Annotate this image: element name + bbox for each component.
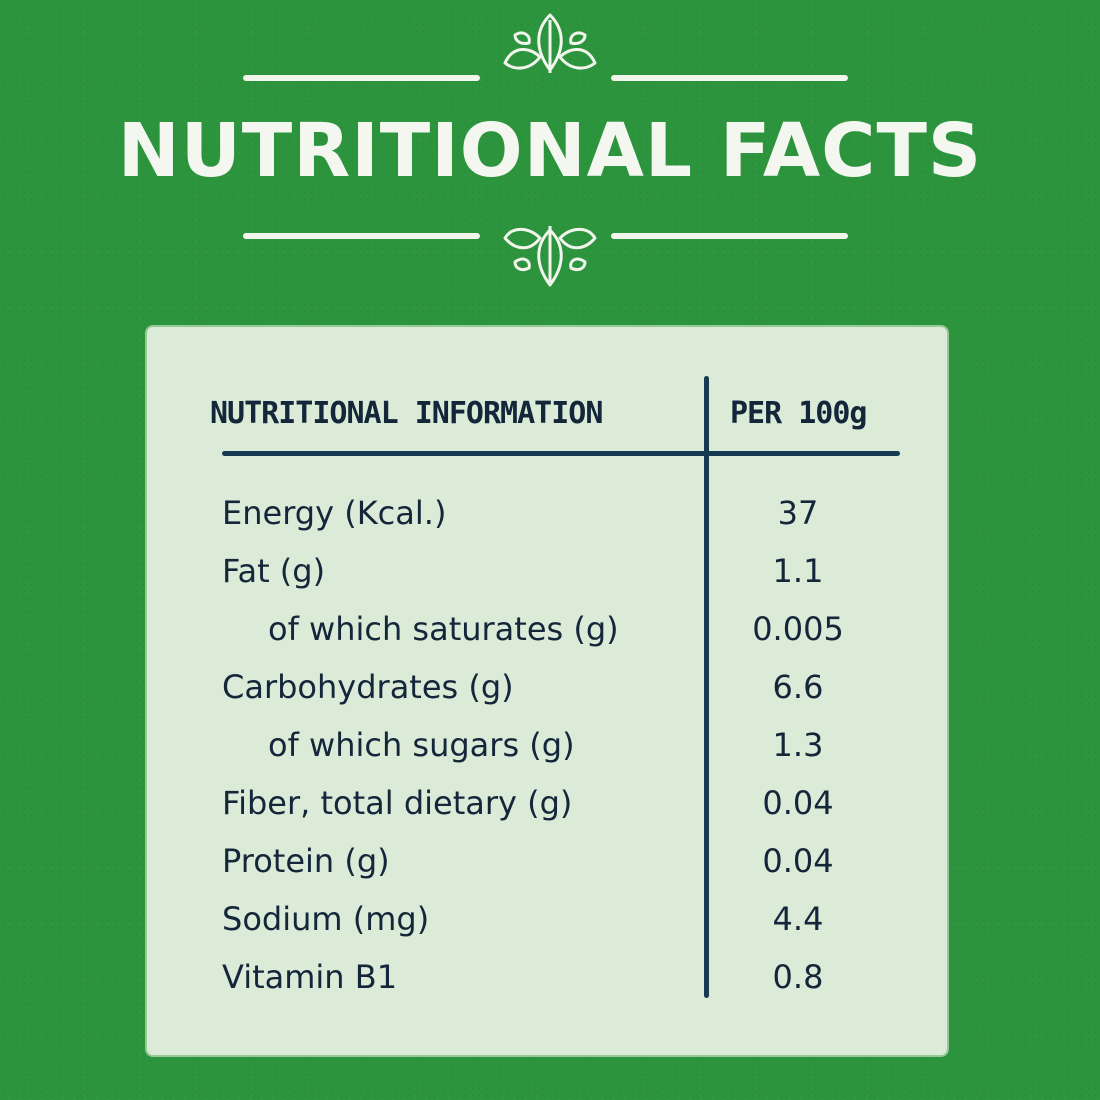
row-label: Vitamin B1 <box>222 958 398 996</box>
leaf-sprig-icon <box>503 13 597 73</box>
header-nutritional-information: NUTRITIONAL INFORMATION <box>210 396 603 431</box>
table-row: Energy (Kcal.) 37 <box>0 494 1100 552</box>
table-row: Protein (g) 0.04 <box>0 842 1100 900</box>
top-rule-right <box>611 75 848 81</box>
row-value: 37 <box>777 494 819 532</box>
bottom-rule-right <box>611 233 848 239</box>
row-value: 1.1 <box>772 552 824 590</box>
row-value: 1.3 <box>772 726 824 764</box>
page-title: NUTRITIONAL FACTS <box>117 108 983 194</box>
leaf-sprig-icon <box>503 226 597 287</box>
table-row: Fiber, total dietary (g) 0.04 <box>0 784 1100 842</box>
row-label: Protein (g) <box>222 842 390 880</box>
row-value: 0.04 <box>762 784 834 822</box>
header-divider <box>222 451 900 456</box>
row-label: Carbohydrates (g) <box>222 668 514 706</box>
bottom-rule-left <box>243 233 480 239</box>
row-value: 6.6 <box>772 668 824 706</box>
header-per-100g: PER 100g <box>730 396 867 431</box>
row-value: 4.4 <box>772 900 824 938</box>
table-row: Vitamin B1 0.8 <box>0 958 1100 1016</box>
column-divider <box>704 376 709 998</box>
table-row: of which saturates (g) 0.005 <box>0 610 1100 668</box>
row-label: of which saturates (g) <box>268 610 619 648</box>
nutrition-card <box>147 327 947 1055</box>
row-label: Fat (g) <box>222 552 326 590</box>
table-row: Sodium (mg) 4.4 <box>0 900 1100 958</box>
row-label: Sodium (mg) <box>222 900 430 938</box>
row-label: Fiber, total dietary (g) <box>222 784 573 822</box>
table-row: Carbohydrates (g) 6.6 <box>0 668 1100 726</box>
row-label: of which sugars (g) <box>268 726 575 764</box>
row-value: 0.04 <box>762 842 834 880</box>
row-value: 0.005 <box>752 610 844 648</box>
table-row: Fat (g) 1.1 <box>0 552 1100 610</box>
row-label: Energy (Kcal.) <box>222 494 447 532</box>
top-ornament <box>0 5 1100 95</box>
row-value: 0.8 <box>772 958 824 996</box>
table-row: of which sugars (g) 1.3 <box>0 726 1100 784</box>
top-rule-left <box>243 75 480 81</box>
bottom-ornament <box>0 195 1100 287</box>
